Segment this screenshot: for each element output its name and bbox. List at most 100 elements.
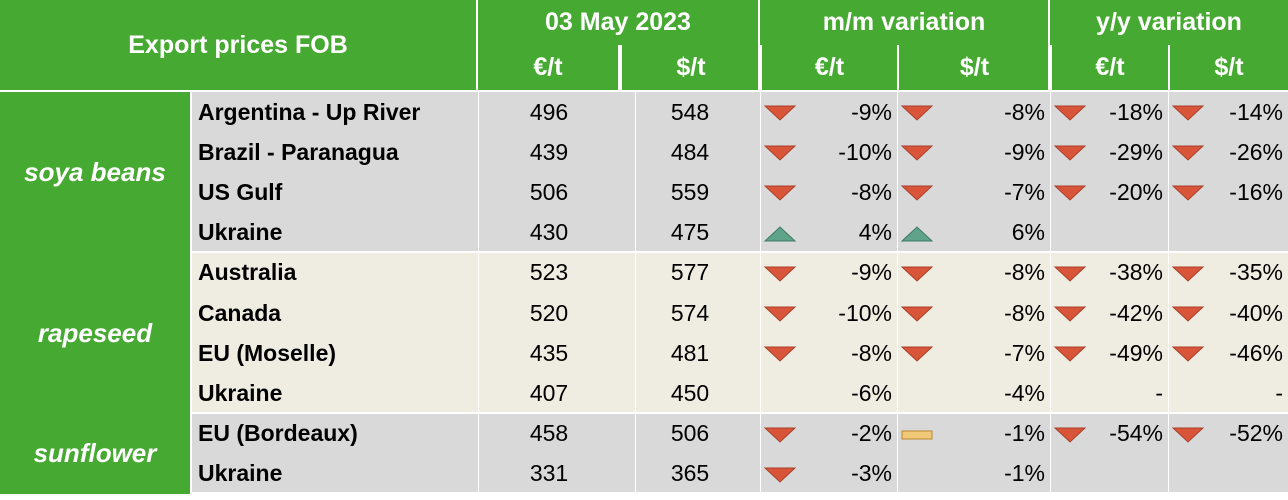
trend-icon [1054,306,1086,322]
variation-cell [1050,213,1168,253]
variation-cell: -2% [760,414,897,454]
variation-cell [1168,454,1288,494]
price-cell: 506 [670,420,710,447]
trend-shape [1172,266,1204,282]
variation-cell: -7% [897,333,1050,373]
price-cell: 475 [670,219,710,246]
variation-cell: -42% [1050,293,1168,333]
price-cell: 481 [670,339,710,366]
header-separator [758,0,760,90]
variation-cell: -9% [897,132,1050,172]
trend-icon [1054,105,1086,121]
variation-cell: -8% [760,172,897,212]
group-label: sunflower [0,413,190,494]
trend-icon [1172,346,1204,362]
variation-cell: -9% [760,92,897,132]
trend-shape [901,145,933,161]
price-cell: 577 [670,259,710,286]
origin-cell: Ukraine [198,379,283,406]
trend-shape [764,266,796,282]
mm-header: m/m variation [760,0,1048,45]
trend-icon [1054,185,1086,202]
trend-shape [1054,105,1086,121]
trend-icon [901,306,933,322]
trend-shape [1054,346,1086,362]
price-cell: 496 [529,98,569,125]
variation-cell: -35% [1168,253,1288,293]
variation-cell: -46% [1168,333,1288,373]
column-separator [478,90,479,496]
trend-shape [901,306,933,322]
trend-icon [764,427,796,443]
trend-shape [1172,105,1204,121]
variation-cell: -8% [897,253,1050,293]
trend-shape [764,145,796,161]
unit-header: $/t [1170,45,1288,90]
trend-shape [1172,185,1204,202]
origin-cell: Australia [198,259,297,286]
trend-shape [901,430,933,440]
price-cell: 407 [529,379,569,406]
trend-shape [901,266,933,282]
price-cell: 331 [529,460,569,487]
column-separator [635,90,636,496]
trend-shape [1054,185,1086,202]
variation-cell: -52% [1168,414,1288,454]
trend-shape [1054,145,1086,161]
trend-shape [1172,306,1204,322]
trend-shape [1172,346,1204,362]
origin-cell: Ukraine [198,219,283,246]
price-cell: 458 [529,420,569,447]
group-band [192,252,1288,412]
price-cell: 484 [670,138,710,165]
trend-icon [764,467,796,483]
trend-icon [1172,105,1204,121]
variation-cell: -49% [1050,333,1168,373]
variation-cell: -1% [1004,460,1045,487]
origin-cell: Brazil - Paranagua [198,138,399,165]
column-separator [1168,90,1169,496]
variation-cell: -18% [1050,92,1168,132]
variation-cell [1168,213,1288,253]
trend-icon [764,346,796,362]
table-title: Export prices FOB [0,0,476,90]
column-separator [760,90,761,496]
variation-cell [1050,454,1168,494]
trend-shape [1172,427,1204,443]
variation-cell: 4% [760,213,897,253]
variation-cell: - [1155,379,1163,406]
group-label: soya beans [0,92,190,253]
price-cell: 520 [529,299,569,326]
trend-shape [1054,427,1086,443]
trend-icon [1054,346,1086,362]
trend-shape [901,185,933,202]
variation-cell: -8% [897,293,1050,333]
trend-shape [764,467,796,483]
trend-shape [1054,306,1086,322]
trend-shape [901,105,933,121]
variation-cell: -3% [760,454,897,494]
price-cell: 439 [529,138,569,165]
unit-header: $/t [622,45,760,90]
trend-icon [901,105,933,121]
variation-cell: -14% [1168,92,1288,132]
trend-icon [764,266,796,282]
group-band [192,413,1288,492]
variation-cell: -1% [897,414,1050,454]
price-cell: 450 [670,379,710,406]
trend-icon [1172,266,1204,282]
variation-cell: -54% [1050,414,1168,454]
trend-icon [1172,185,1204,202]
price-cell: 559 [670,178,710,205]
price-cell: 574 [670,299,710,326]
trend-icon [1172,427,1204,443]
trend-icon [1172,145,1204,161]
trend-icon [764,225,796,242]
origin-cell: Canada [198,299,282,326]
variation-cell: -26% [1168,132,1288,172]
header-separator [476,0,478,90]
variation-cell: -29% [1050,132,1168,172]
trend-icon [1054,145,1086,161]
unit-header: €/t [478,45,618,90]
trend-icon [901,185,933,202]
